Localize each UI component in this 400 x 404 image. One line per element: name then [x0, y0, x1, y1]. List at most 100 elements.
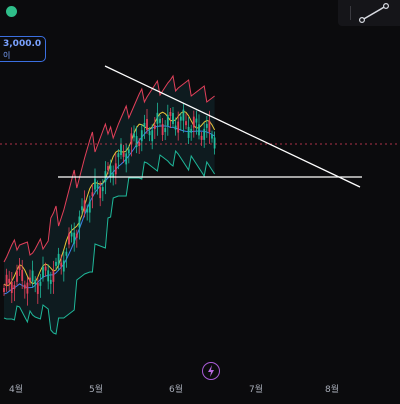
candle-body	[99, 187, 102, 199]
candle-body	[120, 144, 122, 156]
candle-body	[148, 131, 151, 136]
candle-body	[16, 270, 18, 282]
candle-body	[49, 279, 52, 284]
candle-body	[23, 284, 26, 289]
candle-body	[29, 277, 31, 282]
candle-body	[36, 282, 39, 294]
candle-body	[143, 122, 146, 127]
candle-body	[78, 216, 81, 228]
candle-body	[13, 285, 16, 290]
candle-body	[83, 200, 86, 212]
candle-body	[114, 163, 117, 175]
candle-body	[135, 136, 138, 148]
candle-body	[159, 118, 161, 123]
bollinger-lower-line	[3, 149, 216, 335]
candle-body	[44, 266, 47, 271]
candle-body	[153, 124, 156, 129]
candle-body	[60, 262, 63, 267]
candle-body	[68, 233, 70, 245]
candle-body	[164, 128, 167, 133]
candle-body	[140, 130, 143, 142]
candle-body	[205, 123, 208, 128]
candle-body	[107, 166, 109, 171]
moving-average-fast-line	[3, 110, 216, 287]
candle-body	[130, 133, 133, 145]
candle-body	[65, 251, 68, 256]
candle-body	[47, 270, 50, 282]
candle-body	[192, 116, 195, 128]
candle-body	[198, 124, 200, 136]
drawing-toolbar	[338, 0, 400, 26]
candle-body	[5, 274, 8, 286]
candle-body	[88, 201, 91, 213]
candle-body	[75, 233, 78, 238]
candle-body	[55, 261, 57, 266]
candle-body	[122, 152, 125, 157]
candle-body	[151, 130, 154, 142]
candle-body	[3, 288, 5, 292]
candle-body	[182, 109, 185, 121]
candle-body	[195, 118, 198, 123]
candle-body	[200, 135, 203, 140]
candle-body	[203, 128, 206, 140]
candle-body	[133, 133, 135, 138]
price-sub-label: 이	[3, 51, 11, 60]
x-tick-label: 8월	[325, 383, 339, 395]
candle-body	[117, 153, 120, 158]
candle-body	[10, 282, 13, 294]
candle-body	[39, 281, 42, 286]
candle-body	[208, 120, 211, 132]
bollinger-upper-line	[3, 74, 215, 263]
trend-line-tool[interactable]	[356, 0, 396, 26]
candle-body	[109, 165, 112, 177]
candle-body	[94, 178, 96, 190]
price-value: 3,000.0	[3, 39, 42, 49]
candle-body	[101, 187, 104, 192]
status-indicator-icon	[6, 6, 17, 17]
candle-body	[169, 112, 172, 117]
flash-icon[interactable]	[202, 362, 220, 380]
candle-body	[166, 114, 169, 126]
candle-body	[96, 184, 99, 189]
candle-body	[174, 125, 177, 130]
trend-line-icon	[358, 2, 390, 24]
candle-body	[179, 116, 182, 121]
candle-body	[177, 121, 180, 133]
candle-body	[213, 137, 216, 149]
candle-body	[211, 134, 213, 139]
candle-body	[73, 232, 76, 244]
candle-body	[185, 121, 187, 126]
candle-body	[18, 266, 21, 271]
toolbar-separator	[350, 6, 351, 20]
descending-trendline	[104, 65, 361, 188]
candle-body	[187, 126, 190, 138]
candle-body	[8, 278, 11, 283]
candle-body	[172, 112, 174, 124]
x-tick-label: 6월	[169, 383, 183, 395]
candle-body	[190, 128, 193, 133]
x-tick-label: 4월	[9, 383, 23, 395]
candle-body	[112, 173, 115, 178]
candle-body	[62, 260, 65, 272]
candle-body	[125, 153, 128, 165]
candle-body	[138, 141, 141, 146]
candle-body	[127, 149, 130, 154]
candle-body	[156, 112, 159, 124]
candle-body	[161, 124, 164, 136]
candle-body	[42, 266, 44, 278]
candle-body	[57, 253, 60, 265]
candle-body	[21, 269, 24, 281]
candle-body	[52, 270, 55, 282]
candle-body	[26, 282, 29, 294]
price-label-box[interactable]: 3,000.0 이	[0, 36, 46, 62]
x-tick-label: 5월	[89, 383, 103, 395]
candle-body	[146, 119, 148, 131]
candle-body	[70, 232, 73, 237]
candle-body	[34, 280, 37, 285]
candle-body	[31, 270, 34, 282]
lightning-icon	[208, 365, 214, 377]
candle-body	[81, 206, 83, 211]
candle-body	[86, 208, 89, 213]
